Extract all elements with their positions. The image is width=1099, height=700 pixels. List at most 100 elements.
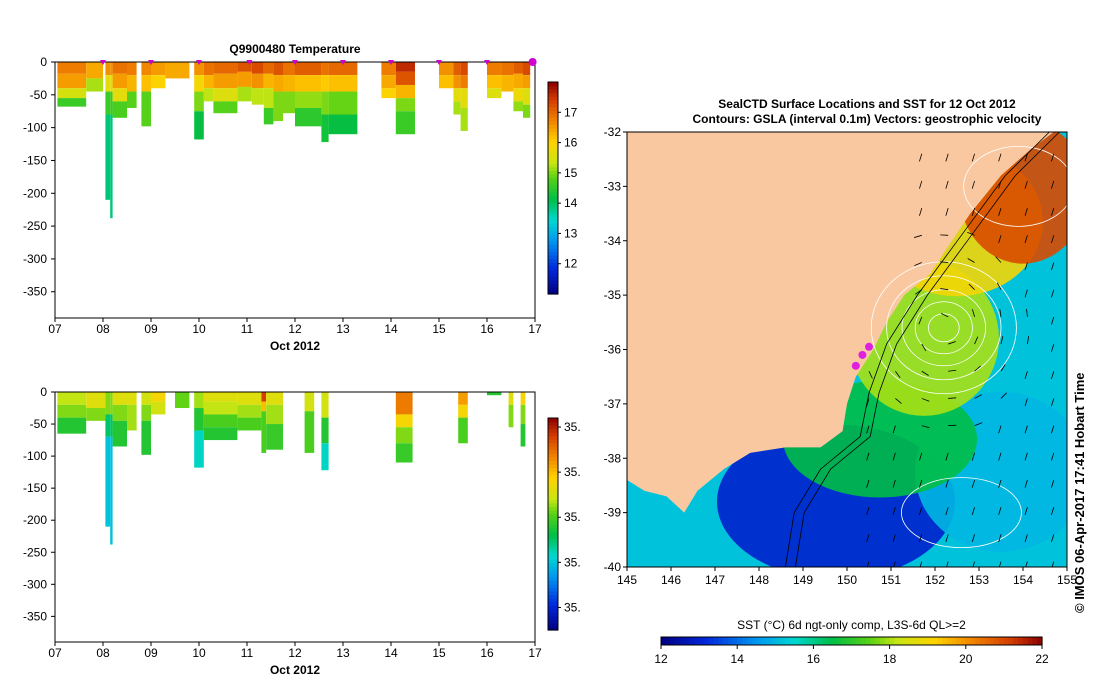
colorbar-segment bbox=[548, 453, 558, 458]
colorbar-segment bbox=[548, 212, 558, 217]
velocity-vector bbox=[1000, 336, 1004, 345]
velocity-vector bbox=[919, 479, 923, 488]
colorbar-segment bbox=[1022, 637, 1029, 645]
profile-cell bbox=[523, 88, 531, 105]
profile-cell bbox=[520, 404, 526, 425]
colorbar-segment bbox=[1008, 637, 1015, 645]
velocity-vector bbox=[1024, 289, 1028, 298]
x-tick-label: 153 bbox=[969, 573, 989, 587]
profile-cell bbox=[487, 392, 502, 396]
profile-4 bbox=[112, 392, 127, 447]
y-tick-label: -150 bbox=[23, 481, 47, 495]
colorbar-segment bbox=[903, 637, 910, 645]
colorbar-segment bbox=[548, 460, 558, 465]
velocity-vector bbox=[967, 231, 975, 236]
profile-cell bbox=[105, 91, 111, 115]
profile-cell bbox=[112, 404, 127, 421]
colorbar-segment bbox=[548, 481, 558, 486]
x-axis-label: Oct 2012 bbox=[270, 339, 320, 353]
profile-cell bbox=[513, 101, 523, 112]
velocity-vector bbox=[1024, 180, 1028, 189]
profile-26 bbox=[501, 62, 514, 92]
colorbar-segment bbox=[548, 265, 558, 270]
colorbar-segment bbox=[861, 637, 867, 645]
profile-cell bbox=[251, 88, 264, 105]
profile-cell bbox=[127, 75, 137, 92]
x-tick-label: 17 bbox=[528, 322, 542, 336]
profile-cell bbox=[328, 114, 358, 135]
profile-cell bbox=[86, 62, 103, 79]
x-tick-label: 149 bbox=[793, 573, 813, 587]
profile-cell bbox=[453, 75, 461, 89]
profile-cell bbox=[151, 62, 166, 76]
colorbar-tick-label: 35.8 bbox=[564, 420, 580, 434]
colorbar-segment bbox=[548, 149, 558, 154]
velocity-vector bbox=[914, 262, 922, 266]
profile-cell bbox=[237, 86, 252, 102]
profile-cell bbox=[395, 392, 413, 415]
velocity-vector bbox=[1026, 308, 1028, 317]
colorbar-segment bbox=[548, 418, 558, 423]
velocity-vector bbox=[1024, 425, 1028, 434]
colorbar-segment bbox=[548, 177, 558, 182]
profile-8 bbox=[175, 392, 190, 409]
colorbar-segment bbox=[713, 637, 719, 645]
profile-24 bbox=[460, 62, 468, 131]
velocity-vector bbox=[972, 561, 975, 567]
colorbar-segment bbox=[837, 637, 843, 645]
colorbar-segment bbox=[548, 251, 558, 256]
colorbar-segment bbox=[918, 637, 924, 645]
profile-9 bbox=[194, 62, 204, 140]
colorbar: 35.4 35.5 35.6 35.7 35.8 bbox=[547, 417, 580, 631]
colorbar-segment bbox=[751, 637, 757, 645]
colorbar-segment bbox=[548, 120, 558, 125]
profile-cell bbox=[513, 73, 523, 89]
colorbar-segment bbox=[548, 262, 558, 267]
colorbar-segment bbox=[548, 135, 558, 140]
colorbar-segment bbox=[548, 219, 558, 224]
colorbar-tick-label: 14 bbox=[731, 652, 745, 666]
colorbar-segment bbox=[780, 637, 786, 645]
profile-cell bbox=[110, 62, 113, 76]
velocity-vector bbox=[974, 365, 981, 372]
profile-cell bbox=[460, 88, 468, 108]
colorbar-segment bbox=[689, 637, 695, 645]
colorbar-segment bbox=[548, 188, 558, 193]
profile-cell bbox=[395, 443, 413, 463]
velocity-vector bbox=[921, 398, 930, 402]
colorbar-segment bbox=[548, 566, 558, 571]
profile-cell bbox=[508, 392, 514, 405]
velocity-vector bbox=[1051, 316, 1055, 325]
colorbar-segment bbox=[548, 233, 558, 239]
colorbar-segment bbox=[548, 191, 558, 196]
x-axis-label: Oct 2012 bbox=[270, 663, 320, 677]
colorbar-segment bbox=[548, 605, 558, 610]
profile-cell bbox=[213, 73, 238, 89]
profile-cell bbox=[460, 62, 468, 76]
colorbar-segment bbox=[761, 637, 767, 645]
colorbar-segment bbox=[548, 587, 558, 592]
profile-cell bbox=[110, 392, 113, 415]
surface-marker bbox=[484, 60, 490, 65]
velocity-vector bbox=[945, 534, 949, 543]
colorbar-segment bbox=[548, 626, 558, 631]
profile-cell bbox=[321, 417, 329, 444]
profile-11 bbox=[237, 392, 262, 431]
colorbar-segment bbox=[548, 180, 558, 186]
x-tick-label: 10 bbox=[192, 322, 206, 336]
colorbar-segment bbox=[548, 89, 558, 94]
colorbar-segment bbox=[841, 637, 848, 645]
colorbar-segment bbox=[727, 637, 734, 645]
profile-3 bbox=[110, 62, 113, 219]
gsla-contour bbox=[914, 301, 973, 355]
velocity-vector bbox=[972, 309, 975, 317]
profile-12 bbox=[261, 392, 267, 453]
profile-cell bbox=[112, 392, 127, 405]
profile-cell bbox=[105, 392, 111, 415]
colorbar-segment bbox=[548, 506, 558, 511]
profile-cell bbox=[57, 392, 87, 405]
velocity-vector bbox=[998, 507, 1002, 515]
velocity-vector bbox=[895, 398, 902, 404]
y-tick-label: -350 bbox=[23, 609, 47, 623]
velocity-vector bbox=[1051, 371, 1055, 380]
